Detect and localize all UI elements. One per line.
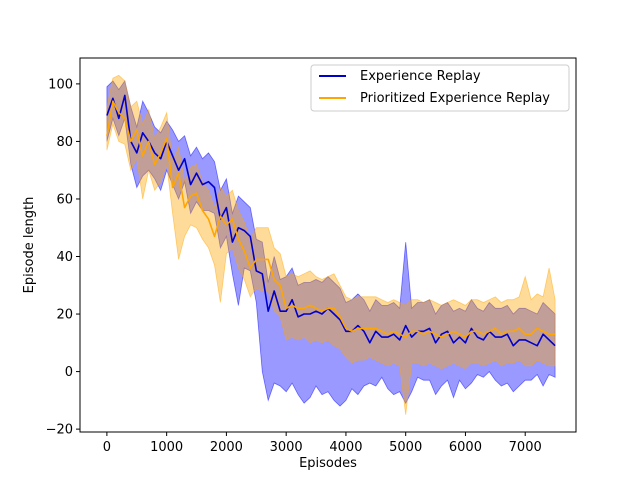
y-tick-label: 60 [56,192,73,207]
line-experience-replay [106,94,556,347]
x-axis-ticks: 0 1000 2000 3000 4000 5000 6000 7000 [103,432,542,455]
x-axis-label: Episodes [299,456,357,471]
confidence-bands [106,74,556,415]
legend-label-prioritized-experience-replay: Prioritized Experience Replay [360,91,550,106]
x-tick-label: 3000 [270,440,303,455]
y-tick-label: 20 [56,308,73,323]
series-lines [106,94,556,347]
y-tick-label: 80 [56,135,73,150]
x-tick-label: 6000 [449,440,482,455]
x-tick-label: 5000 [389,440,422,455]
legend: Experience Replay Prioritized Experience… [310,64,570,112]
band-experience-replay [106,80,556,407]
plot-frame [79,57,577,433]
x-tick-label: 1000 [150,440,183,455]
band-prioritized-experience-replay [106,74,556,415]
x-tick-label: 0 [103,440,111,455]
y-tick-label: 100 [48,77,73,92]
y-tick-label: 40 [56,250,73,265]
y-axis-label: Episode length [22,197,37,294]
legend-label-experience-replay: Experience Replay [360,69,481,84]
y-tick-label: −20 [46,423,73,438]
x-tick-label: 2000 [210,440,243,455]
x-tick-label: 7000 [509,440,542,455]
y-axis-ticks: −20 0 20 40 60 80 100 [46,77,80,438]
line-prioritized-experience-replay [106,100,556,338]
legend-box [310,64,570,112]
y-tick-label: 0 [65,365,73,380]
x-tick-label: 4000 [329,440,362,455]
